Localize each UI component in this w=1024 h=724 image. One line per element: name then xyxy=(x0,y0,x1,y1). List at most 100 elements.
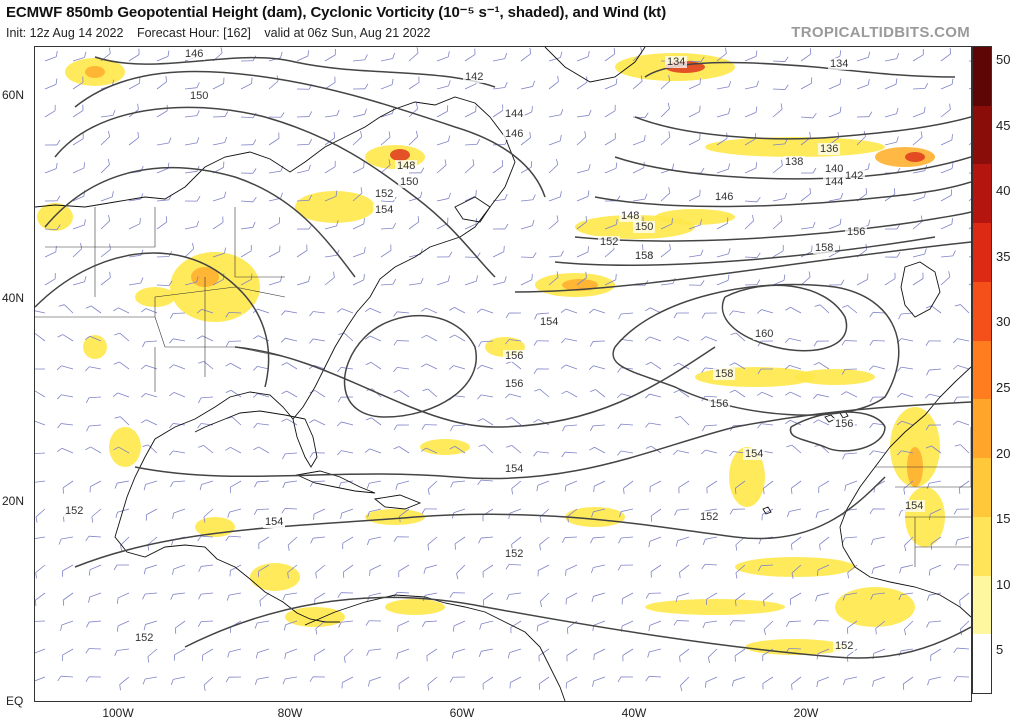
wind-barb xyxy=(337,450,354,456)
wind-barb xyxy=(716,81,732,90)
wind-barb xyxy=(735,536,746,551)
wind-barb xyxy=(591,508,606,518)
wind-barb xyxy=(342,564,354,578)
wind-barb xyxy=(35,620,46,622)
wind-barb xyxy=(660,187,671,202)
wind-barb xyxy=(114,416,130,426)
wind-barb xyxy=(62,648,74,661)
wind-barb xyxy=(757,368,774,375)
wind-barb xyxy=(870,592,886,600)
wind-barb xyxy=(884,52,900,62)
wind-barb xyxy=(604,48,616,62)
wind-barb xyxy=(940,48,952,62)
wind-barb xyxy=(482,676,494,690)
wind-barb xyxy=(548,215,559,230)
wind-barb xyxy=(35,508,46,523)
contour-label: 150 xyxy=(635,221,653,233)
wind-barb xyxy=(589,446,606,454)
wind-barb xyxy=(296,244,308,258)
wind-barb xyxy=(716,163,731,174)
wind-barb xyxy=(85,648,102,654)
wind-barb xyxy=(772,274,786,286)
wind-barb xyxy=(281,310,298,316)
wind-barb xyxy=(813,619,830,626)
wind-barb xyxy=(309,480,326,488)
wind-barb xyxy=(258,564,270,577)
iberia-coast xyxy=(900,261,941,318)
contour-label-bg xyxy=(503,548,525,560)
wind-barb xyxy=(731,676,746,687)
wind-barb xyxy=(86,424,102,432)
wind-barb xyxy=(352,131,363,146)
wind-barb xyxy=(398,676,410,690)
wind-barb xyxy=(619,508,634,518)
wind-barb xyxy=(128,48,140,62)
wind-barb xyxy=(352,187,363,202)
wind-barb xyxy=(927,676,942,686)
colorbar-swatch xyxy=(973,458,991,518)
wind-barb xyxy=(784,337,802,343)
wind-barb xyxy=(648,536,662,548)
wind-barb xyxy=(451,648,466,659)
wind-barb xyxy=(688,280,705,286)
wind-barb xyxy=(119,676,130,691)
wind-barb xyxy=(561,390,578,398)
map-panel[interactable]: 146 150 142 144 146 148 150 152 154 134 134 136 138 1… xyxy=(34,46,972,702)
wind-barb xyxy=(912,48,924,62)
wind-barb xyxy=(35,420,46,426)
wind-barb xyxy=(393,366,410,373)
colorbar-tick-label: 10 xyxy=(996,576,1011,592)
wind-barb xyxy=(324,220,339,230)
wind-barb xyxy=(100,271,111,286)
wind-barb xyxy=(700,336,718,342)
wind-barb xyxy=(310,536,326,544)
wind-barb xyxy=(366,536,382,546)
wind-barb xyxy=(897,366,914,372)
wind-barb xyxy=(968,254,971,258)
wind-barb xyxy=(230,480,242,493)
wind-barb xyxy=(940,189,953,202)
colorbar-swatch xyxy=(973,634,991,694)
wind-barb xyxy=(912,248,927,258)
wind-barb xyxy=(674,416,690,426)
wind-barb xyxy=(184,195,201,202)
colorbar-swatch xyxy=(973,281,991,341)
wind-barb xyxy=(482,564,494,578)
wind-barb xyxy=(520,131,531,146)
wind-barb xyxy=(706,480,718,494)
wind-barb xyxy=(128,131,139,146)
wind-barb xyxy=(645,361,662,370)
wind-barb xyxy=(562,424,578,432)
wind-barb xyxy=(716,217,729,230)
wind-barb xyxy=(896,393,914,398)
wind-barb xyxy=(309,419,326,426)
wind-barb xyxy=(72,276,87,286)
wind-barb xyxy=(448,365,466,370)
wind-barb xyxy=(576,164,591,174)
wind-barb xyxy=(464,105,477,118)
colorbar xyxy=(972,46,992,694)
wind-barb xyxy=(393,311,410,317)
wind-barb xyxy=(953,338,970,344)
wind-barb xyxy=(253,423,270,429)
wind-barb xyxy=(352,54,368,62)
wind-barb xyxy=(309,338,326,344)
wind-barb xyxy=(268,217,280,230)
colorbar-tick-label: 20 xyxy=(996,445,1011,461)
wind-barb xyxy=(44,78,58,90)
wind-barb xyxy=(172,564,186,575)
wind-barb xyxy=(365,620,382,626)
wind-barb xyxy=(212,216,224,230)
init-time: Init: 12z Aug 14 2022 xyxy=(6,26,124,40)
wind-barb xyxy=(44,162,58,174)
vorticity-shading xyxy=(37,53,945,655)
wind-barb xyxy=(819,536,830,551)
wind-barb xyxy=(492,276,507,286)
wind-barb xyxy=(912,83,929,90)
wind-barb xyxy=(604,78,618,90)
wind-barb xyxy=(735,564,746,579)
wind-barb xyxy=(44,50,58,62)
wind-barb xyxy=(62,564,74,577)
wind-barb xyxy=(227,508,242,518)
colorbar-swatch xyxy=(973,105,991,165)
